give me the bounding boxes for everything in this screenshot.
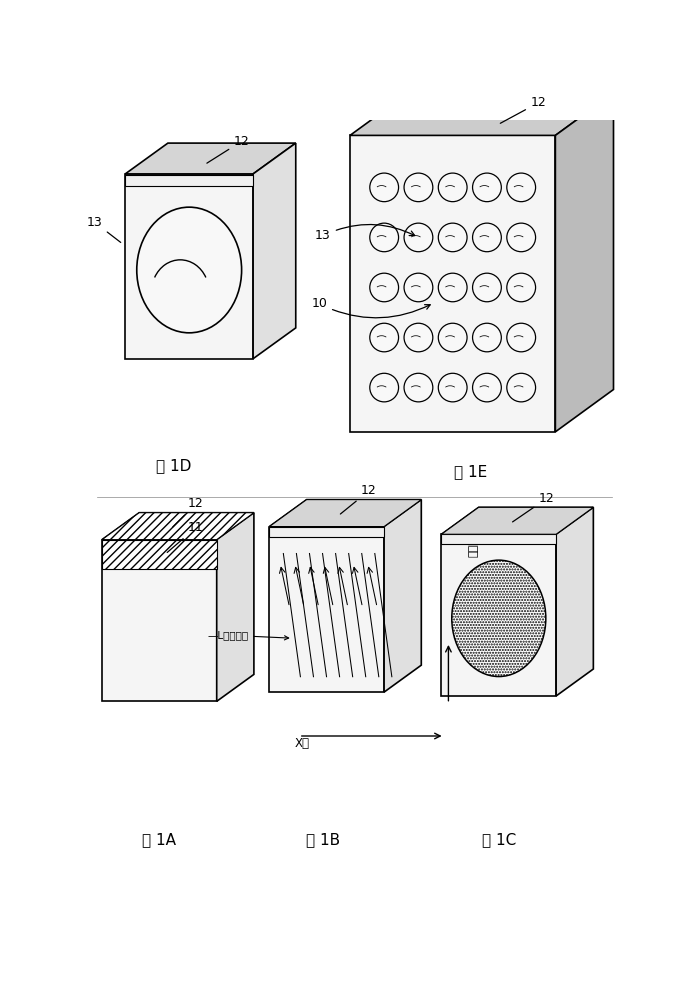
Ellipse shape xyxy=(370,373,399,402)
Polygon shape xyxy=(441,534,556,544)
Polygon shape xyxy=(441,507,593,534)
Text: 13: 13 xyxy=(315,224,415,242)
Ellipse shape xyxy=(473,373,501,402)
Ellipse shape xyxy=(370,173,399,202)
Text: 11: 11 xyxy=(167,521,203,552)
Ellipse shape xyxy=(438,173,467,202)
Text: 图 1E: 图 1E xyxy=(453,464,486,479)
Text: 12: 12 xyxy=(500,96,547,123)
Polygon shape xyxy=(269,500,421,527)
Ellipse shape xyxy=(370,273,399,302)
Polygon shape xyxy=(269,500,421,527)
Text: 12: 12 xyxy=(173,497,203,527)
Text: 光栅扫描照射: 光栅扫描照射 xyxy=(469,517,479,557)
Polygon shape xyxy=(441,534,556,696)
Ellipse shape xyxy=(137,207,242,333)
Polygon shape xyxy=(102,513,254,540)
Text: 图 1D: 图 1D xyxy=(156,458,192,473)
Text: X轴: X轴 xyxy=(295,737,310,750)
Polygon shape xyxy=(102,513,254,540)
Text: 13: 13 xyxy=(86,216,120,242)
Ellipse shape xyxy=(438,323,467,352)
Polygon shape xyxy=(102,540,217,701)
Text: 12: 12 xyxy=(340,484,377,514)
Text: 12: 12 xyxy=(207,135,250,163)
Ellipse shape xyxy=(438,373,467,402)
Polygon shape xyxy=(102,540,217,569)
Polygon shape xyxy=(269,527,384,537)
Polygon shape xyxy=(441,507,593,534)
Ellipse shape xyxy=(507,323,536,352)
Polygon shape xyxy=(350,135,556,432)
Polygon shape xyxy=(217,513,254,701)
Ellipse shape xyxy=(473,223,501,252)
Text: 图 1A: 图 1A xyxy=(143,832,176,847)
Ellipse shape xyxy=(438,223,467,252)
Ellipse shape xyxy=(404,323,432,352)
Polygon shape xyxy=(253,143,295,359)
Ellipse shape xyxy=(370,323,399,352)
Ellipse shape xyxy=(473,323,501,352)
Ellipse shape xyxy=(404,173,432,202)
Ellipse shape xyxy=(404,373,432,402)
Ellipse shape xyxy=(404,223,432,252)
Ellipse shape xyxy=(473,173,501,202)
Ellipse shape xyxy=(507,273,536,302)
Ellipse shape xyxy=(370,223,399,252)
Polygon shape xyxy=(269,527,384,692)
Text: 图 1B: 图 1B xyxy=(306,832,340,847)
Ellipse shape xyxy=(507,373,536,402)
Text: 12: 12 xyxy=(513,492,555,522)
Text: 10: 10 xyxy=(311,297,430,318)
Polygon shape xyxy=(384,500,421,692)
Ellipse shape xyxy=(404,273,432,302)
Ellipse shape xyxy=(452,560,546,677)
Polygon shape xyxy=(125,143,295,174)
Polygon shape xyxy=(125,175,253,186)
Polygon shape xyxy=(556,93,614,432)
Polygon shape xyxy=(556,507,593,696)
Text: Y轴: Y轴 xyxy=(453,628,466,641)
Ellipse shape xyxy=(507,173,536,202)
Ellipse shape xyxy=(438,273,467,302)
Polygon shape xyxy=(350,93,614,135)
Text: —L曝光光束: —L曝光光束 xyxy=(208,630,289,640)
Ellipse shape xyxy=(473,273,501,302)
Ellipse shape xyxy=(507,223,536,252)
Text: 图 1C: 图 1C xyxy=(482,832,516,847)
Polygon shape xyxy=(125,174,253,359)
